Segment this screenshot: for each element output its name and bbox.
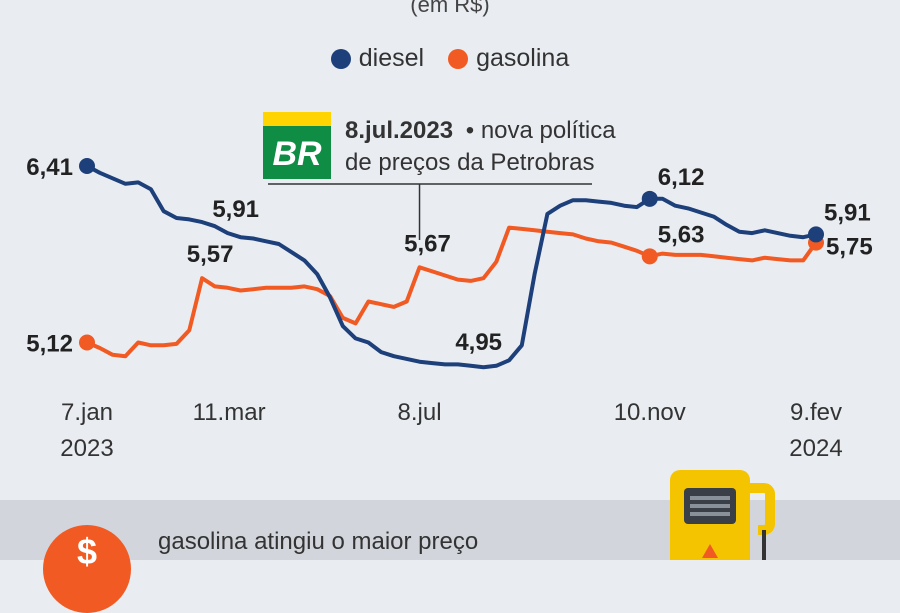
x-tick-year-4: 2024	[789, 435, 842, 462]
x-tick-label-3: 10.nov	[614, 399, 686, 426]
petrobras-annotation: BR 8.jul.2023 • nova política de preços …	[263, 112, 616, 240]
data-label-gasolina-26: 5,67	[404, 230, 451, 257]
data-label-gasolina-9: 5,57	[187, 241, 234, 268]
x-tick-label-0: 7.jan	[61, 399, 113, 426]
data-label-diesel-57: 5,91	[824, 199, 871, 226]
series-line-gasolina	[85, 225, 818, 359]
data-label-diesel-30: 4,95	[455, 329, 502, 356]
data-label-diesel-0: 6,41	[26, 154, 73, 181]
x-tick-year-0: 2023	[60, 435, 113, 462]
series-line-diesel	[85, 164, 818, 370]
data-label-gasolina-0: 5,12	[26, 331, 73, 358]
petrobras-logo-text: BR	[272, 135, 322, 173]
x-tick-label-1: 11.mar	[193, 399, 266, 426]
data-label-gasolina-44: 5,63	[658, 221, 705, 248]
price-line-chart: BR 8.jul.2023 • nova política de preços …	[26, 112, 873, 462]
data-label-diesel-44: 6,12	[658, 164, 705, 191]
x-tick-label-2: 8.jul	[398, 399, 442, 426]
annotation-text-line1: • nova política	[466, 117, 616, 144]
marker-gasolina-44	[641, 248, 658, 265]
marker-diesel-0	[79, 158, 95, 174]
marker-diesel-44	[641, 190, 658, 207]
legend: diesel gasolina	[0, 44, 900, 73]
data-label-gasolina-57: 5,75	[826, 234, 873, 261]
legend-label-gasolina: gasolina	[476, 44, 570, 72]
marker-gasolina-0	[79, 334, 95, 351]
legend-label-diesel: diesel	[358, 44, 425, 72]
chart-subtitle: (em R$)	[410, 0, 490, 17]
footer-text: gasolina atingiu o maior preço	[158, 528, 479, 555]
data-label-diesel-11: 5,91	[212, 196, 259, 223]
svg-text:8.jul.2023 • nova políti: 8.jul.2023 • nova política	[345, 117, 616, 144]
dollar-icon: $	[76, 531, 98, 572]
marker-diesel-57	[808, 226, 824, 243]
legend-dot-diesel	[330, 48, 351, 69]
footer-dollar-badge: $	[43, 525, 131, 613]
legend-dot-gasolina	[448, 48, 469, 69]
legend-item-gasolina: gasolina	[448, 44, 569, 73]
x-tick-label-4: 9.fev	[790, 399, 842, 426]
legend-item-diesel: diesel	[330, 44, 425, 73]
annotation-date: 8.jul.2023	[345, 117, 453, 144]
petrobras-logo-icon: BR	[263, 112, 331, 179]
fuel-pump-icon	[670, 470, 775, 560]
annotation-text-line2: de preços da Petrobras	[345, 149, 594, 176]
